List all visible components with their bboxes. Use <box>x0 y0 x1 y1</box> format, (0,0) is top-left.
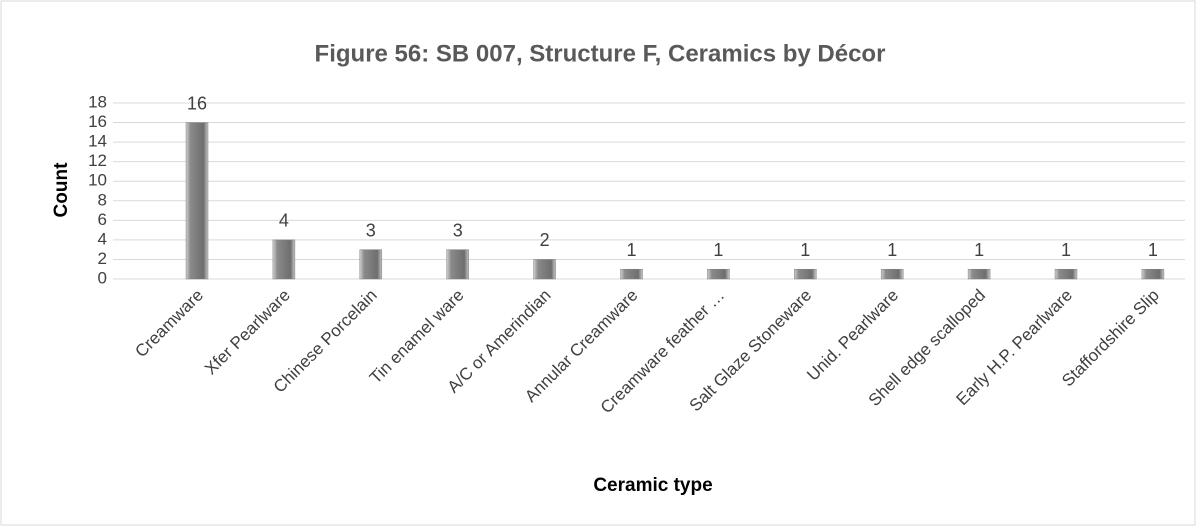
bar <box>880 268 904 280</box>
data-label: 1 <box>800 240 810 260</box>
y-tick-label: 4 <box>98 229 107 248</box>
data-label: 3 <box>453 220 463 240</box>
bar <box>967 268 991 280</box>
bar <box>359 249 383 280</box>
data-label: 4 <box>279 211 289 231</box>
y-axis-title: Count <box>51 162 72 218</box>
bar <box>794 268 817 280</box>
bar <box>1054 268 1078 280</box>
bar <box>185 122 209 280</box>
data-label: 1 <box>1148 240 1158 260</box>
data-label: 2 <box>540 230 550 250</box>
bar <box>1141 268 1165 280</box>
data-label: 16 <box>187 93 207 113</box>
bar <box>272 239 296 280</box>
chart-title: Figure 56: SB 007, Structure F, Ceramics… <box>315 40 886 67</box>
y-tick-label: 0 <box>98 268 107 287</box>
y-tick-label: 10 <box>88 171 107 190</box>
data-label: 3 <box>366 220 376 240</box>
y-tick-label: 2 <box>98 249 107 268</box>
y-tick-label: 16 <box>88 112 107 131</box>
bar <box>446 249 469 280</box>
y-tick-label: 12 <box>88 151 107 170</box>
y-tick-label: 8 <box>98 190 107 209</box>
y-tick-label: 18 <box>88 92 107 111</box>
y-tick-label: 14 <box>88 132 107 151</box>
bar <box>707 268 730 280</box>
bar <box>620 268 643 280</box>
data-label: 1 <box>887 240 897 260</box>
data-label: 1 <box>713 240 723 260</box>
y-tick-label: 6 <box>98 210 107 229</box>
data-label: 1 <box>974 240 984 260</box>
data-label: 1 <box>626 240 636 260</box>
bar <box>533 259 556 280</box>
data-label: 1 <box>1061 240 1071 260</box>
x-axis-title: Ceramic type <box>593 475 712 496</box>
